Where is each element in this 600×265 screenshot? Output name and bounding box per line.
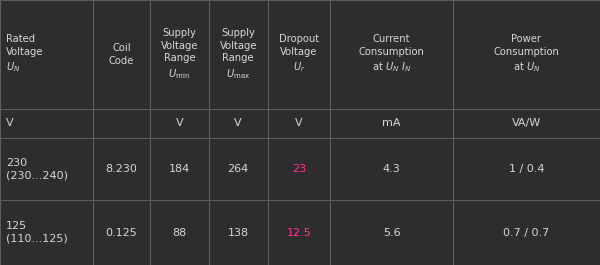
Bar	[150, 200, 209, 265]
Text: 138: 138	[227, 228, 249, 237]
Text: 230
(230...240): 230 (230...240)	[6, 157, 68, 180]
Text: V: V	[235, 118, 242, 128]
Text: V: V	[176, 118, 183, 128]
Text: Supply
Voltage
Range
$U_\mathrm{max}$: Supply Voltage Range $U_\mathrm{max}$	[220, 28, 257, 81]
Text: 0.7 / 0.7: 0.7 / 0.7	[503, 228, 550, 237]
Bar	[330, 200, 453, 265]
Text: Rated
Voltage
$U_N$: Rated Voltage $U_N$	[6, 34, 44, 74]
Text: 4.3: 4.3	[383, 164, 400, 174]
Text: 8.230: 8.230	[106, 164, 137, 174]
Bar	[330, 0, 453, 109]
Bar	[268, 109, 330, 138]
Text: Current
Consumption
at $U_N$ $I_N$: Current Consumption at $U_N$ $I_N$	[359, 34, 424, 74]
Bar	[453, 138, 600, 200]
Text: 23: 23	[292, 164, 306, 174]
Bar	[209, 138, 268, 200]
Bar	[93, 200, 150, 265]
Text: mA: mA	[382, 118, 401, 128]
Bar	[93, 138, 150, 200]
Bar	[93, 109, 150, 138]
Text: 88: 88	[172, 228, 187, 237]
Bar	[453, 200, 600, 265]
Text: 12.5: 12.5	[286, 228, 311, 237]
Bar	[330, 138, 453, 200]
Bar	[330, 109, 453, 138]
Text: 1 / 0.4: 1 / 0.4	[509, 164, 544, 174]
Text: Coil
Code: Coil Code	[109, 43, 134, 66]
Bar	[0, 138, 93, 200]
Text: 0.125: 0.125	[106, 228, 137, 237]
Bar	[150, 0, 209, 109]
Text: 5.6: 5.6	[383, 228, 400, 237]
Bar	[453, 0, 600, 109]
Bar	[150, 138, 209, 200]
Bar	[268, 0, 330, 109]
Text: V: V	[295, 118, 302, 128]
Bar	[150, 109, 209, 138]
Text: 125
(110...125): 125 (110...125)	[6, 221, 68, 244]
Text: Supply
Voltage
Range
$U_\mathrm{min}$: Supply Voltage Range $U_\mathrm{min}$	[161, 28, 198, 81]
Bar	[209, 200, 268, 265]
Text: V: V	[6, 118, 14, 128]
Bar	[0, 109, 93, 138]
Text: Dropout
Voltage
$U_r$: Dropout Voltage $U_r$	[279, 34, 319, 74]
Text: 184: 184	[169, 164, 190, 174]
Text: Power
Consumption
at $U_N$: Power Consumption at $U_N$	[494, 34, 559, 74]
Bar	[209, 109, 268, 138]
Bar	[453, 109, 600, 138]
Bar	[0, 200, 93, 265]
Bar	[268, 138, 330, 200]
Bar	[93, 0, 150, 109]
Text: 264: 264	[227, 164, 249, 174]
Text: VA/W: VA/W	[512, 118, 541, 128]
Bar	[0, 0, 93, 109]
Bar	[209, 0, 268, 109]
Bar	[268, 200, 330, 265]
